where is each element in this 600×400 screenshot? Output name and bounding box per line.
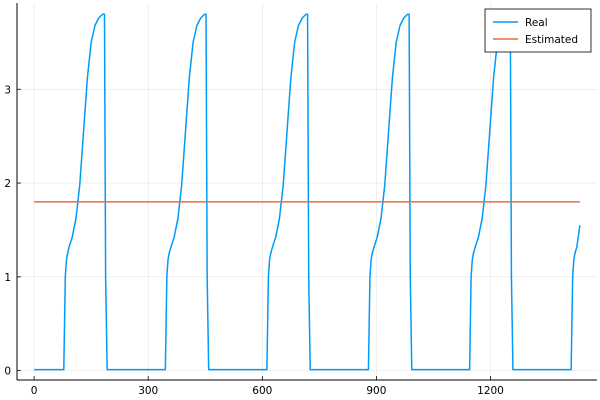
x-tick-label: 0 — [31, 385, 38, 397]
y-tick-label: 1 — [4, 272, 11, 284]
series-line-real — [34, 13, 581, 371]
y-tick-label: 3 — [4, 84, 11, 96]
grid — [17, 3, 597, 380]
x-tick-label: 300 — [138, 385, 158, 397]
x-tick-label: 600 — [252, 385, 272, 397]
legend-label-estimated: Estimated — [525, 34, 578, 46]
legend: Real Estimated — [484, 8, 592, 53]
legend-label-real: Real — [525, 17, 548, 29]
legend-box — [484, 8, 592, 53]
series-group — [34, 13, 581, 371]
y-tick-label: 0 — [4, 366, 11, 378]
y-tick-label: 2 — [4, 178, 11, 190]
x-tick-label: 900 — [366, 385, 386, 397]
tick-labels: 0 300 600 900 1200 0 1 2 3 — [4, 84, 504, 397]
axes — [16, 3, 597, 381]
x-tick-label: 1200 — [477, 385, 504, 397]
